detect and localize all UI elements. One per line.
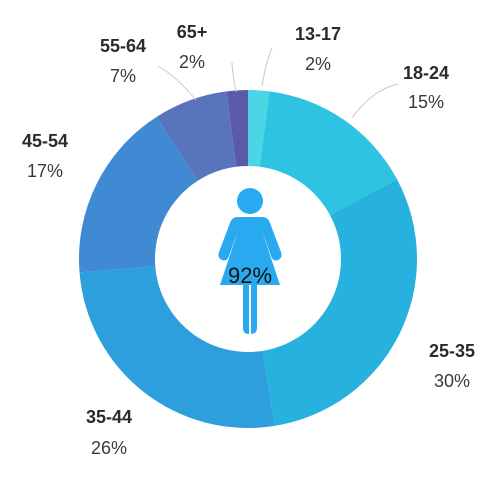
slice-65-plus [226, 90, 248, 167]
value-label: 7% [110, 66, 136, 86]
value-label: 17% [27, 161, 63, 181]
leader-line [261, 47, 273, 87]
center-percentage: 92% [228, 263, 272, 288]
slice-label-45-54: 45-54 17% [22, 131, 68, 181]
value-label: 2% [305, 54, 331, 74]
value-label: 15% [408, 92, 444, 112]
category-label: 18-24 [403, 63, 449, 83]
slice-13-17 [248, 90, 270, 167]
leader-lines [157, 47, 399, 119]
category-label: 35-44 [86, 407, 132, 427]
category-label: 65+ [177, 22, 208, 42]
slice-45-54 [78, 116, 198, 273]
category-label: 25-35 [429, 341, 475, 361]
slice-18-24 [259, 91, 397, 216]
leader-line [351, 83, 399, 119]
slice-label-25-35: 25-35 30% [429, 341, 475, 391]
slice-label-18-24: 18-24 15% [403, 63, 449, 112]
slice-label-35-44: 35-44 26% [86, 407, 132, 458]
donut-slices [78, 90, 417, 428]
value-label: 26% [91, 438, 127, 458]
slice-label-13-17: 13-17 2% [295, 24, 341, 74]
slice-label-65-plus: 65+ 2% [177, 22, 208, 72]
value-label: 2% [179, 52, 205, 72]
category-label: 13-17 [295, 24, 341, 44]
leader-line [157, 65, 197, 101]
slice-35-44 [79, 266, 275, 428]
slice-label-55-64: 55-64 7% [100, 36, 146, 86]
value-label: 30% [434, 371, 470, 391]
category-label: 45-54 [22, 131, 68, 151]
leader-line [231, 61, 237, 93]
slice-55-64 [156, 91, 237, 181]
slice-25-35 [262, 179, 417, 426]
female-person-icon [218, 188, 282, 334]
category-label: 55-64 [100, 36, 146, 56]
